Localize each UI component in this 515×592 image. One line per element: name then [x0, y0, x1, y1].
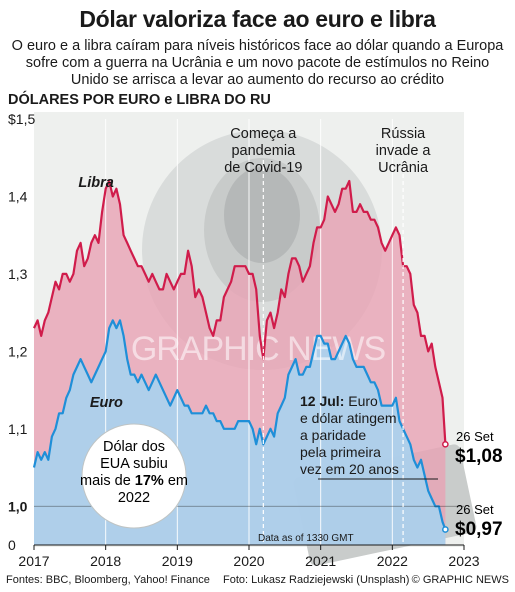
y-tick-label: 1,1: [8, 421, 28, 437]
callout-line-2: EUA subiu: [100, 456, 168, 472]
end-label-euro-value: $0,97: [455, 519, 503, 540]
series-lines: [32, 179, 449, 533]
x-tick-label-2018: 2018: [90, 553, 121, 569]
parity-line-1: Euro: [344, 393, 378, 409]
endpoint-euro: [442, 526, 449, 533]
y-tick-label: $1,5: [8, 111, 35, 127]
end-value-labels: 26 Set $1,08 26 Set $0,97: [455, 429, 503, 540]
y-tick-label: 1,3: [8, 266, 28, 282]
chart-title: Dólar valoriza face ao euro e libra: [79, 6, 436, 32]
endpoint-libra: [442, 440, 449, 448]
event-label-1-1: invade a: [376, 143, 432, 159]
callout-line-4: 2022: [118, 490, 150, 506]
parity-line-3: a paridade: [300, 427, 366, 443]
footer-photo-credit: Foto: Lukasz Radziejewski (Unsplash): [223, 574, 410, 586]
x-tick-label-2017: 2017: [18, 553, 49, 569]
callout-line-1: Dólar dos: [103, 439, 165, 455]
y-tick-label: 1,2: [8, 343, 28, 359]
x-tick-label-2019: 2019: [162, 553, 193, 569]
data-note: Data as of 1330 GMT: [258, 533, 354, 544]
event-label-1-0: Rússia: [381, 126, 426, 142]
callout-line-3a: mais de: [80, 473, 135, 489]
x-tick-label-2023: 2023: [448, 553, 479, 569]
callout-percent: 17%: [135, 473, 164, 489]
parity-annotation: 12 Jul: Euro e dólar atingem a paridade …: [300, 393, 438, 480]
event-label-0-0: Começa a: [230, 126, 297, 142]
svg-text:12 Jul: Euro: 12 Jul: Euro: [300, 393, 378, 409]
series-label-euro: Euro: [90, 395, 123, 411]
parity-line-5: vez em 20 anos: [300, 461, 399, 477]
callout-line-3b: em: [164, 473, 188, 489]
end-label-libra-value: $1,08: [455, 446, 503, 467]
footer-sources: Fontes: BBC, Bloomberg, Yahoo! Finance: [6, 574, 210, 586]
watermark: GRAPHIC NEWS: [131, 330, 386, 368]
line-libra: [33, 179, 447, 445]
y-axis: $1,5 1,4 1,3 1,2 1,1 1,0 0: [8, 111, 464, 553]
series-label-libra: Libra: [78, 175, 113, 191]
svg-text:mais de 17% em: mais de 17% em: [80, 473, 188, 489]
unit-label: DÓLARES POR EURO e LIBRA DO RU: [8, 92, 271, 108]
y-tick-label: 0: [8, 537, 16, 553]
y-tick-label: 1,4: [8, 188, 28, 204]
parity-date: 12 Jul:: [300, 393, 344, 409]
footer-credit: © GRAPHIC NEWS: [411, 574, 509, 586]
parity-line-2: e dólar atingem: [300, 410, 397, 426]
event-label-0-1: pandemia: [231, 143, 296, 159]
parity-line-4: pela primeira: [300, 444, 381, 460]
x-tick-label-2021: 2021: [305, 553, 336, 569]
event-label-0-2: de Covid-19: [224, 160, 302, 176]
x-tick-label-2022: 2022: [377, 553, 408, 569]
x-axis: 2017 2018 2019 2020 2021 2022 2023: [18, 544, 480, 569]
x-tick-label-2020: 2020: [233, 553, 264, 569]
event-label-1-2: Ucrânia: [378, 160, 429, 176]
y-tick-label: 1,0: [8, 498, 28, 514]
line-euro: [32, 319, 447, 530]
callout-circle: Dólar dos EUA subiu mais de 17% em 2022: [80, 423, 188, 529]
end-label-libra-date: 26 Set: [456, 429, 494, 444]
chart-subtitle: O euro e a libra caíram para níveis hist…: [11, 38, 504, 88]
end-label-euro-date: 26 Set: [456, 502, 494, 517]
series-labels: Libra Euro: [78, 175, 123, 411]
